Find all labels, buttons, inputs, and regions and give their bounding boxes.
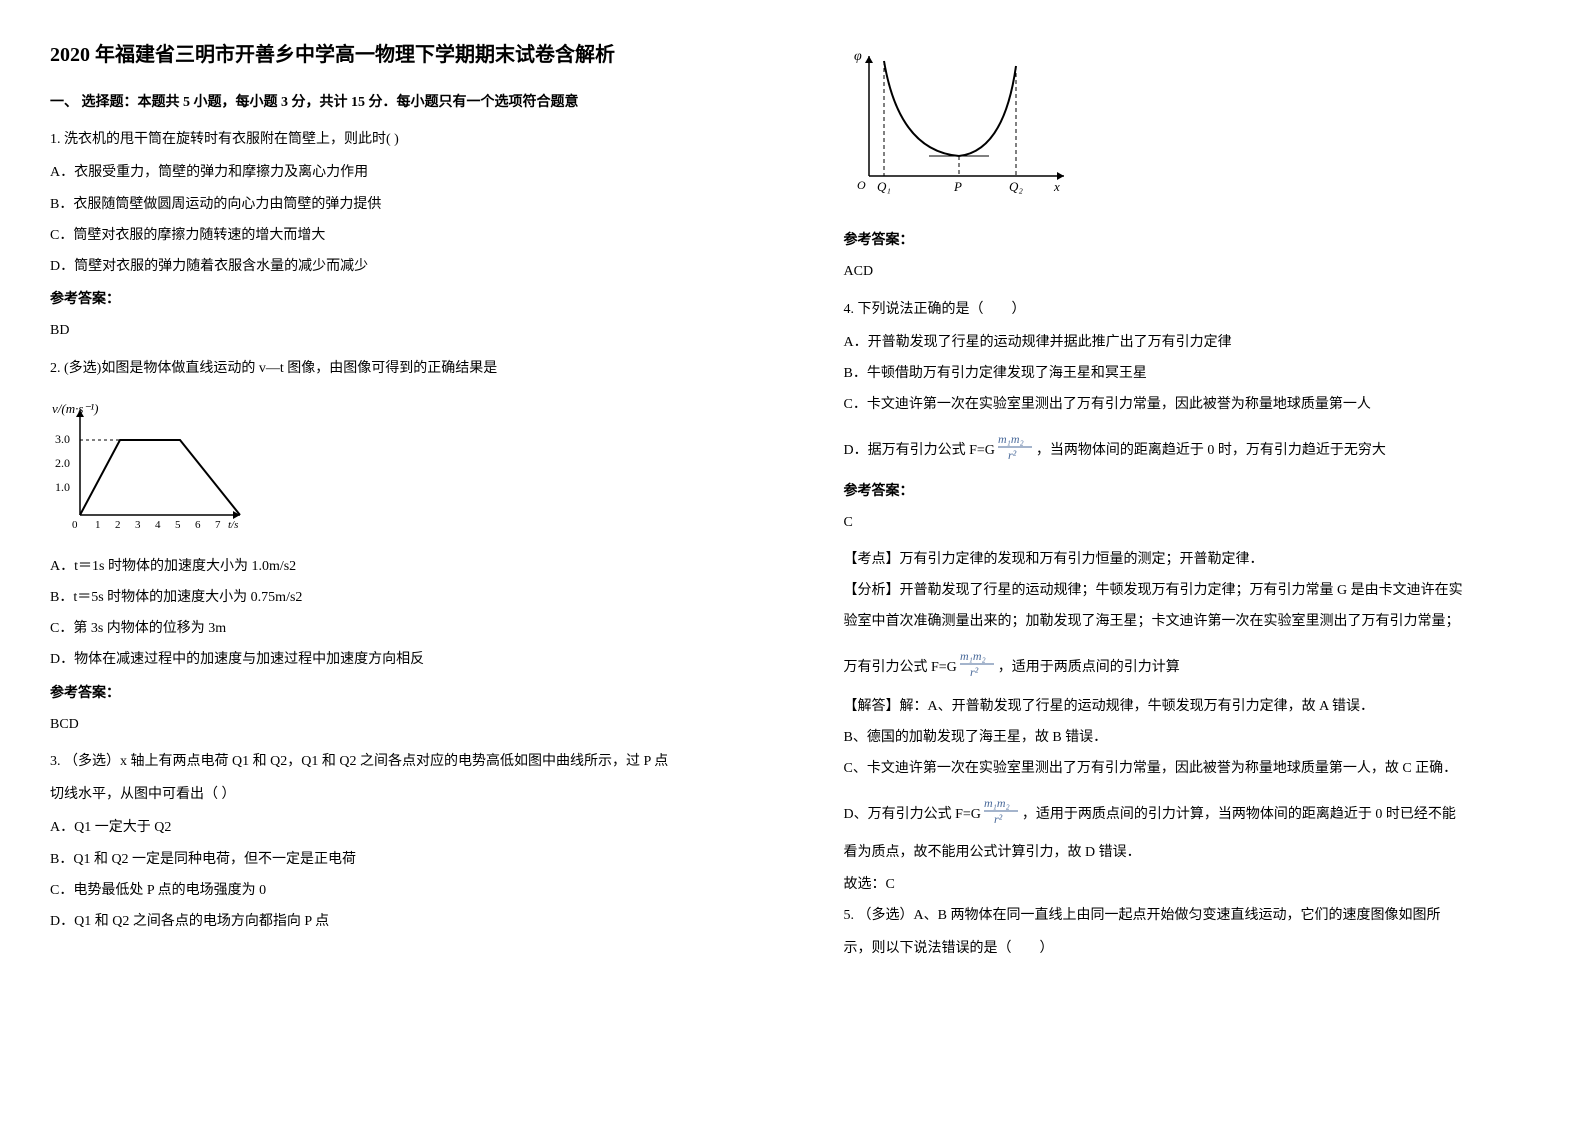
svg-text:2.0: 2.0 <box>55 456 70 470</box>
svg-text:Q₁: Q₁ <box>877 179 891 194</box>
q2-option-c: C．第 3s 内物体的位移为 3m <box>50 616 744 641</box>
q1-option-c: C．筒壁对衣服的摩擦力随转速的增大而增大 <box>50 223 744 248</box>
q4-d-pre: D．据万有引力公式 F=G <box>844 443 999 458</box>
q3-option-c: C．电势最低处 P 点的电场强度为 0 <box>50 878 744 903</box>
page-title: 2020 年福建省三明市开善乡中学高一物理下学期期末试卷含解析 <box>50 40 744 70</box>
q4-d-post: ，当两物体间的距离趋近于 0 时，万有引力趋近于无穷大 <box>1036 443 1386 458</box>
q3-option-b: B．Q1 和 Q2 一定是同种电荷，但不一定是正电荷 <box>50 847 744 872</box>
svg-text:t/s: t/s <box>228 519 238 531</box>
q2-vt-graph: v/(m·s⁻¹) 3.0 2.0 1.0 1 2 3 4 5 6 7 t/s … <box>50 395 250 544</box>
q3-stem-line1: 3. （多选）x 轴上有两点电荷 Q1 和 Q2，Q1 和 Q2 之间各点对应的… <box>50 749 744 774</box>
svg-text:x: x <box>1053 179 1060 194</box>
svg-text:r²: r² <box>994 812 1003 825</box>
q4-analysis-2: 【分析】开普勒发现了行星的运动规律；牛顿发现万有引力定律；万有引力常量 G 是由… <box>844 578 1538 603</box>
formula-icon: m₁m₂ r² <box>984 795 1018 834</box>
svg-text:4: 4 <box>155 519 161 531</box>
q4-analysis-4: 万有引力公式 F=G m₁m₂ r² ，适用于两质点间的引力计算 <box>844 648 1538 687</box>
q1-option-b: B．衣服随筒壁做圆周运动的向心力由筒壁的弹力提供 <box>50 192 744 217</box>
q3-option-a: A．Q1 一定大于 Q2 <box>50 815 744 840</box>
svg-text:m₁m₂: m₁m₂ <box>984 796 1010 810</box>
q4-a8-pre: D、万有引力公式 F=G <box>844 807 985 822</box>
q4-analysis-6: B、德国的加勒发现了海王星，故 B 错误． <box>844 725 1538 750</box>
q3-option-d: D．Q1 和 Q2 之间各点的电场方向都指向 P 点 <box>50 909 744 934</box>
q4-a8-post: ，适用于两质点间的引力计算，当两物体间的距离趋近于 0 时已经不能 <box>1022 807 1456 822</box>
q4-stem: 4. 下列说法正确的是（ ） <box>844 297 1538 322</box>
q4-answer: C <box>844 510 1538 535</box>
svg-text:3.0: 3.0 <box>55 432 70 446</box>
svg-text:m₁m₂: m₁m₂ <box>960 649 986 663</box>
q3-stem-line2: 切线水平，从图中可看出（ ） <box>50 782 744 807</box>
svg-text:r²: r² <box>970 665 979 678</box>
q4-a4-pre: 万有引力公式 F=G <box>844 660 961 675</box>
svg-text:6: 6 <box>195 519 201 531</box>
svg-text:φ: φ <box>854 49 862 64</box>
svg-text:3: 3 <box>135 519 141 531</box>
formula-icon: m₁m₂ r² <box>960 648 994 687</box>
svg-text:r²: r² <box>1008 448 1017 461</box>
q2-option-b: B．t＝5s 时物体的加速度大小为 0.75m/s2 <box>50 585 744 610</box>
q4-analysis-10: 故选：C <box>844 872 1538 897</box>
q2-answer: BCD <box>50 712 744 737</box>
q4-answer-label: 参考答案： <box>844 479 1538 504</box>
svg-text:Q₂: Q₂ <box>1009 179 1023 194</box>
q1-answer-label: 参考答案： <box>50 287 744 312</box>
q4-a4-post: ，适用于两质点间的引力计算 <box>998 660 1180 675</box>
q4-analysis-1: 【考点】万有引力定律的发现和万有引力恒量的测定；开普勒定律． <box>844 547 1538 572</box>
svg-text:0: 0 <box>72 519 78 531</box>
left-column: 2020 年福建省三明市开善乡中学高一物理下学期期末试卷含解析 一、 选择题：本… <box>0 0 794 1122</box>
q4-analysis-5: 【解答】解：A、开普勒发现了行星的运动规律，牛顿发现万有引力定律，故 A 错误． <box>844 694 1538 719</box>
q2-option-a: A．t＝1s 时物体的加速度大小为 1.0m/s2 <box>50 554 744 579</box>
q4-analysis-3: 验室中首次准确测量出来的；加勒发现了海王星；卡文迪许第一次在实验室里测出了万有引… <box>844 609 1538 634</box>
q4-option-a: A．开普勒发现了行星的运动规律并据此推广出了万有引力定律 <box>844 330 1538 355</box>
section-heading: 一、 选择题：本题共 5 小题，每小题 3 分，共计 15 分．每小题只有一个选… <box>50 90 744 115</box>
q4-option-d: D．据万有引力公式 F=G m₁m₂ r² ，当两物体间的距离趋近于 0 时，万… <box>844 431 1538 470</box>
q4-option-c: C．卡文迪许第一次在实验室里测出了万有引力常量，因此被誉为称量地球质量第一人 <box>844 392 1538 417</box>
svg-text:1: 1 <box>95 519 101 531</box>
q4-analysis-8: D、万有引力公式 F=G m₁m₂ r² ，适用于两质点间的引力计算，当两物体间… <box>844 795 1538 834</box>
svg-text:5: 5 <box>175 519 181 531</box>
q2-stem: 2. (多选)如图是物体做直线运动的 v—t 图像，由图像可得到的正确结果是 <box>50 356 744 381</box>
q1-answer: BD <box>50 318 744 343</box>
q3-answer-label: 参考答案： <box>844 228 1538 253</box>
q2-answer-label: 参考答案： <box>50 681 744 706</box>
q1-option-d: D．筒壁对衣服的弹力随着衣服含水量的减少而减少 <box>50 254 744 279</box>
formula-icon: m₁m₂ r² <box>998 431 1032 470</box>
right-column: φ x O Q₁ P Q₂ 参考答案： ACD 4. 下列说法正确的是（ ） A… <box>794 0 1587 1122</box>
svg-text:v/(m·s⁻¹): v/(m·s⁻¹) <box>52 401 99 416</box>
q5-stem-line1: 5. （多选）A、B 两物体在同一直线上由同一起点开始做匀变速直线运动，它们的速… <box>844 903 1538 928</box>
svg-text:1.0: 1.0 <box>55 480 70 494</box>
q3-answer: ACD <box>844 259 1538 284</box>
q2-option-d: D．物体在减速过程中的加速度与加速过程中加速度方向相反 <box>50 647 744 672</box>
svg-text:7: 7 <box>215 519 221 531</box>
svg-text:P: P <box>953 179 962 194</box>
q1-option-a: A．衣服受重力，筒壁的弹力和摩擦力及离心力作用 <box>50 160 744 185</box>
svg-text:m₁m₂: m₁m₂ <box>998 432 1024 446</box>
q4-analysis-9: 看为质点，故不能用公式计算引力，故 D 错误． <box>844 840 1538 865</box>
q3-potential-graph: φ x O Q₁ P Q₂ <box>844 46 1074 210</box>
svg-text:O: O <box>857 178 866 192</box>
q5-stem-line2: 示，则以下说法错误的是（ ） <box>844 936 1538 961</box>
q4-option-b: B．牛顿借助万有引力定律发现了海王星和冥王星 <box>844 361 1538 386</box>
q4-analysis-7: C、卡文迪许第一次在实验室里测出了万有引力常量，因此被誉为称量地球质量第一人，故… <box>844 756 1538 781</box>
q1-stem: 1. 洗衣机的甩干筒在旋转时有衣服附在筒壁上，则此时( ) <box>50 127 744 152</box>
svg-text:2: 2 <box>115 519 121 531</box>
